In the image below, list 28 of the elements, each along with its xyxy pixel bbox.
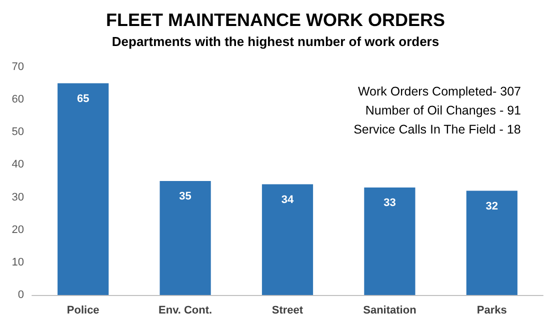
x-tick-label: Env. Cont. bbox=[158, 304, 212, 316]
y-tick-label: 0 bbox=[18, 289, 24, 301]
x-tick-label: Sanitation bbox=[363, 304, 417, 316]
annotation: Service Calls In The Field - 18 bbox=[354, 122, 521, 136]
bar bbox=[160, 181, 211, 295]
data-label: 32 bbox=[486, 200, 498, 212]
x-tick-label: Police bbox=[66, 304, 100, 316]
y-tick-label: 60 bbox=[12, 94, 24, 106]
x-tick-label: Parks bbox=[476, 304, 507, 316]
y-tick-label: 20 bbox=[12, 224, 24, 236]
data-label: 33 bbox=[384, 197, 396, 210]
bar bbox=[364, 188, 416, 295]
y-tick-label: 70 bbox=[12, 61, 24, 73]
bar bbox=[262, 184, 314, 295]
y-tick-label: 50 bbox=[12, 126, 24, 138]
y-tick-label: 40 bbox=[12, 158, 24, 171]
data-label: 35 bbox=[179, 190, 192, 202]
data-label: 34 bbox=[281, 194, 294, 206]
annotation: Number of Oil Changes - 91 bbox=[365, 104, 522, 118]
y-tick-label: 30 bbox=[12, 191, 24, 204]
x-tick-label: Street bbox=[272, 304, 304, 316]
annotation: Work Orders Completed- 307 bbox=[358, 84, 522, 98]
bar bbox=[58, 83, 109, 295]
chart-subtitle: Departments with the highest number of work orders bbox=[112, 34, 440, 49]
bar bbox=[466, 190, 518, 295]
chart-title: FLEET MAINTENANCE WORK ORDERS bbox=[106, 10, 445, 30]
y-tick-label: 10 bbox=[12, 256, 24, 268]
data-label: 65 bbox=[76, 92, 90, 105]
